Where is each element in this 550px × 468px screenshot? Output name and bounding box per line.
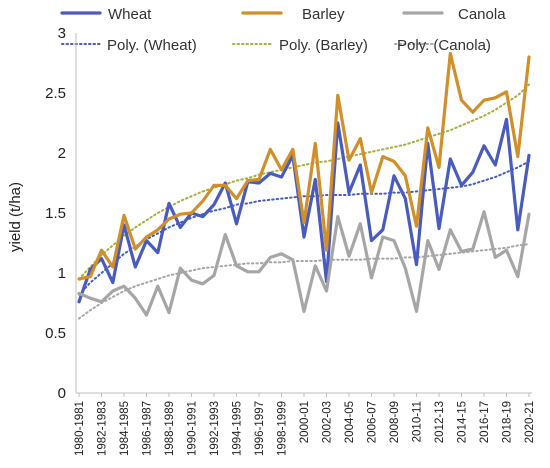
legend-label-barley: Barley	[302, 6, 345, 23]
x-tick-label: 1982-1983	[97, 401, 109, 456]
y-tick-label: 2	[58, 145, 66, 162]
x-tick-label: 1984-1985	[119, 401, 131, 456]
x-tick-label: 1998-1999	[277, 401, 289, 456]
y-axis-title: yield (t/ha)	[7, 182, 24, 252]
series-line-wheat	[77, 117, 531, 304]
legend-label-poly-barley: Poly. (Barley)	[279, 37, 368, 54]
legend-label-wheat: Wheat	[108, 6, 152, 23]
x-tick-label: 1980-1981	[74, 401, 86, 456]
y-tick-label: 3	[58, 25, 66, 42]
x-tick-labels: 1980-1981 1982-1983 1984-1985 1986-1987 1988…	[74, 393, 536, 456]
x-tick-label: 2016-17	[479, 401, 491, 443]
trendlines	[78, 83, 530, 320]
x-tick-label: 2010-11	[412, 401, 424, 442]
y-tick-label: 1.5	[45, 205, 66, 222]
series-line-barley	[77, 51, 531, 281]
x-tick-label: 2018-19	[502, 401, 514, 443]
x-tick-label: 1996-1997	[254, 401, 266, 456]
x-tick-label: 2008-09	[389, 401, 401, 443]
y-tick-label: 1	[58, 265, 66, 282]
legend-label-poly-wheat: Poly. (Wheat)	[107, 37, 197, 54]
x-tick-label: 1992-1993	[209, 401, 221, 456]
x-tick-label: 2020-21	[524, 401, 536, 443]
x-tick-label: 2000-01	[299, 401, 311, 443]
trendline-poly-wheat	[78, 160, 530, 296]
y-tick-label: 0	[58, 385, 66, 402]
trendline-poly-barley	[78, 83, 530, 280]
x-tick-label: 2004-05	[344, 401, 356, 443]
legend-label-canola: Canola	[458, 6, 506, 23]
y-tick-label: 0.5	[45, 325, 66, 342]
series-line-canola	[77, 210, 531, 317]
x-tick-label: 1990-1991	[187, 401, 199, 456]
x-tick-label: 1986-1987	[142, 401, 154, 456]
x-tick-label: 2012-13	[434, 401, 446, 443]
x-tick-label: 2014-15	[457, 401, 469, 443]
x-tick-label: 1994-1995	[232, 401, 244, 456]
trendline-poly-canola	[78, 243, 530, 320]
legend-label-poly-canola: Poly. (Canola)	[397, 37, 491, 54]
y-tick-labels: 0 0.5 1 1.5 2 2.5 3	[45, 25, 66, 402]
x-tick-label: 1988-1989	[164, 401, 176, 456]
x-tick-label: 2002-03	[322, 401, 334, 443]
legend: Wheat Barley Canola Poly. (Wheat) Poly. (Bar…	[60, 6, 506, 54]
x-tick-label: 2006-07	[367, 401, 379, 443]
series-lines	[77, 51, 531, 317]
y-tick-label: 2.5	[45, 85, 66, 102]
